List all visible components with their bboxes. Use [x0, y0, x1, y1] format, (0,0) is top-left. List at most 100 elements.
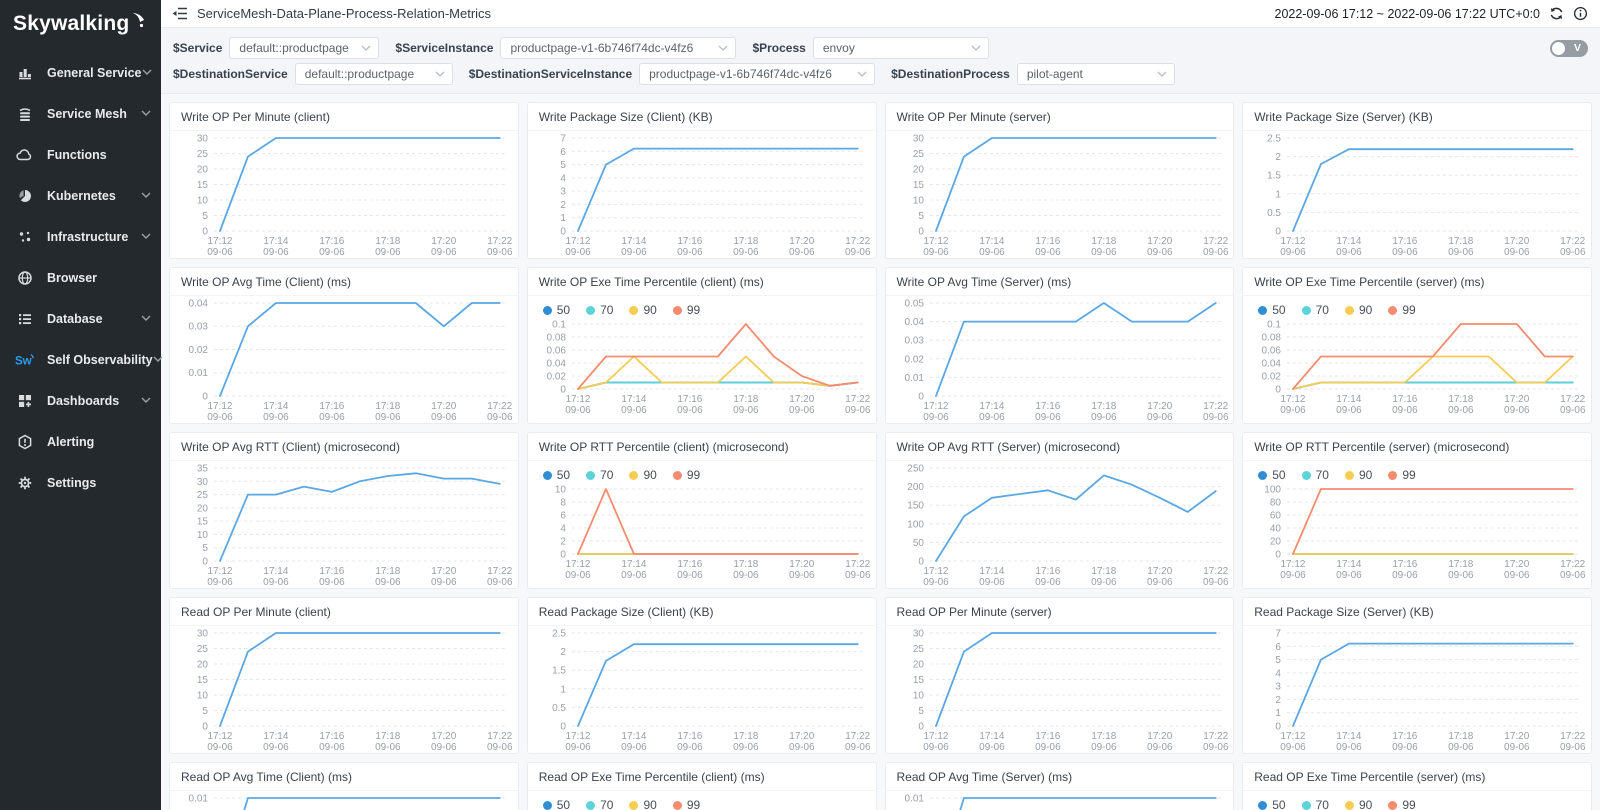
- sidebar-item-kubernetes[interactable]: Kubernetes: [0, 175, 161, 216]
- svg-text:100: 100: [1265, 484, 1282, 495]
- legend-item[interactable]: 50: [542, 303, 570, 317]
- chart-legend: 50 70 90 99: [1243, 791, 1591, 810]
- legend-item[interactable]: 70: [1301, 798, 1329, 810]
- legend-item[interactable]: 90: [1344, 303, 1372, 317]
- svg-text:17:18: 17:18: [1091, 566, 1116, 577]
- legend-item[interactable]: 70: [586, 468, 613, 482]
- menu-fold-icon[interactable]: [172, 6, 188, 21]
- refresh-icon[interactable]: [1549, 6, 1564, 21]
- legend-name: 50: [1272, 798, 1286, 810]
- legend-item[interactable]: 90: [629, 798, 657, 810]
- svg-text:2.5: 2.5: [552, 628, 566, 639]
- destination-process-select[interactable]: pilot-agent: [1016, 63, 1175, 85]
- process-select[interactable]: envoy: [812, 37, 989, 59]
- svg-text:0.1: 0.1: [1267, 319, 1281, 330]
- legend-dot-icon: [672, 800, 682, 810]
- sidebar-item-general-service[interactable]: General Service: [0, 52, 161, 93]
- svg-text:09-06: 09-06: [1147, 247, 1173, 257]
- svg-text:25: 25: [197, 490, 209, 501]
- chart-plot-area: 0 1 2 3 4 5 6 7 17:12 09-06 17:14 09-06 17:16 09-06 17…: [528, 131, 876, 257]
- legend-item[interactable]: 90: [629, 303, 657, 317]
- legend-item[interactable]: 50: [1258, 798, 1286, 810]
- svg-text:20: 20: [912, 164, 924, 175]
- sidebar-item-functions[interactable]: Functions: [0, 134, 161, 175]
- legend-item[interactable]: 90: [629, 468, 657, 482]
- svg-text:09-06: 09-06: [1091, 577, 1117, 587]
- svg-text:17:14: 17:14: [621, 559, 646, 570]
- chart-title: Write OP Avg Time (Client) (ms): [170, 268, 518, 296]
- sidebar-item-label: Dashboards: [47, 393, 120, 408]
- sidebar-item-alerting[interactable]: Alerting: [0, 421, 161, 462]
- info-icon[interactable]: [1573, 6, 1588, 21]
- topbar-right: 2022-09-06 17:12 ~ 2022-09-06 17:22 UTC+…: [1275, 6, 1589, 21]
- legend-name: 90: [643, 303, 657, 317]
- svg-text:0: 0: [560, 549, 566, 560]
- sidebar-item-service-mesh[interactable]: Service Mesh: [0, 93, 161, 134]
- legend-item[interactable]: 50: [542, 798, 570, 810]
- legend-item[interactable]: 90: [1344, 798, 1372, 810]
- svg-text:09-06: 09-06: [565, 570, 591, 580]
- svg-text:17:20: 17:20: [789, 559, 814, 570]
- legend-item[interactable]: 90: [1344, 468, 1372, 482]
- svg-text:0.04: 0.04: [904, 317, 924, 328]
- svg-text:09-06: 09-06: [677, 570, 703, 580]
- svg-text:0.03: 0.03: [904, 336, 924, 347]
- service-select[interactable]: default::productpage: [229, 37, 380, 59]
- line-chart: 00.010.020.030.0417:1209-0617:1409-0617:…: [189, 298, 513, 422]
- svg-text:0.01: 0.01: [904, 793, 924, 804]
- chevron-down-icon: [141, 110, 151, 117]
- svg-text:17:14: 17:14: [263, 566, 288, 577]
- sidebar-item-settings[interactable]: Settings: [0, 462, 161, 503]
- svg-text:10: 10: [197, 195, 209, 206]
- chart-card: Write OP Avg Time (Client) (ms) 0 0.01 0.02…: [169, 267, 519, 424]
- chart-title: Write OP Exe Time Percentile (client) (m…: [527, 268, 876, 296]
- svg-text:17:16: 17:16: [677, 236, 702, 247]
- svg-text:17:20: 17:20: [431, 236, 456, 247]
- svg-text:17:12: 17:12: [1281, 731, 1306, 742]
- chart-card: Write OP Avg RTT (Server) (microsecond) 0…: [884, 432, 1235, 589]
- sidebar-item-infrastructure[interactable]: Infrastructure: [0, 216, 161, 257]
- legend-item[interactable]: 99: [672, 798, 700, 810]
- destination-service-instance-select[interactable]: productpage-v1-6b746f74dc-v4fz6: [639, 63, 876, 85]
- sidebar-item-dashboards[interactable]: Dashboards: [0, 380, 161, 421]
- service-instance-select[interactable]: productpage-v1-6b746f74dc-v4fz6: [500, 37, 737, 59]
- legend-dot-icon: [542, 800, 552, 810]
- sidebar-item-database[interactable]: Database: [0, 298, 161, 339]
- legend-item[interactable]: 99: [672, 468, 700, 482]
- svg-text:5: 5: [202, 211, 208, 222]
- svg-text:17:16: 17:16: [677, 731, 702, 742]
- legend-item[interactable]: 50: [542, 468, 570, 482]
- chevron-down-icon: [718, 45, 728, 52]
- chart-card: Write OP Per Minute (client) 0 5 10 15 20 25 30…: [169, 102, 519, 259]
- legend-item[interactable]: 99: [1388, 303, 1416, 317]
- time-range-picker[interactable]: 2022-09-06 17:12 ~ 2022-09-06 17:22 UTC+…: [1275, 7, 1541, 21]
- legend-item[interactable]: 99: [1388, 798, 1416, 810]
- legend-item[interactable]: 50: [1258, 468, 1286, 482]
- sidebar-item-browser[interactable]: Browser: [0, 257, 161, 298]
- legend-item[interactable]: 70: [1301, 303, 1329, 317]
- svg-text:0.05: 0.05: [904, 298, 924, 309]
- legend-item[interactable]: 70: [586, 303, 613, 317]
- chart-title: Write OP Per Minute (server): [885, 103, 1234, 131]
- sidebar-item-self-observability[interactable]: Sw Self Observability: [0, 339, 163, 380]
- legend-dot-icon: [1301, 305, 1311, 315]
- chart-card: Read OP Per Minute (server) 0 5 10 15 20 25 30 1…: [884, 597, 1235, 754]
- svg-text:17:16: 17:16: [677, 394, 702, 405]
- legend-item[interactable]: 99: [672, 303, 700, 317]
- chevron-down-icon: [361, 45, 371, 52]
- destination-service-select[interactable]: default::productpage: [294, 63, 453, 85]
- chevron-down-icon: [971, 45, 981, 52]
- version-toggle[interactable]: V: [1550, 39, 1588, 57]
- sidebar-item-label: General Service: [47, 65, 142, 80]
- svg-text:09-06: 09-06: [431, 412, 457, 422]
- svg-text:17:14: 17:14: [979, 566, 1004, 577]
- svg-text:17:22: 17:22: [487, 566, 512, 577]
- legend-item[interactable]: 70: [586, 798, 613, 810]
- legend-item[interactable]: 99: [1388, 468, 1416, 482]
- svg-text:09-06: 09-06: [677, 742, 703, 752]
- svg-text:17:20: 17:20: [1147, 566, 1172, 577]
- chart-plot-area: 0 0.02 0.04 0.06 0.08 0.1 17:12 09-06 17:14 09-06…: [1243, 317, 1591, 415]
- legend-item[interactable]: 70: [1301, 468, 1329, 482]
- svg-text:09-06: 09-06: [375, 247, 401, 257]
- legend-item[interactable]: 50: [1258, 303, 1286, 317]
